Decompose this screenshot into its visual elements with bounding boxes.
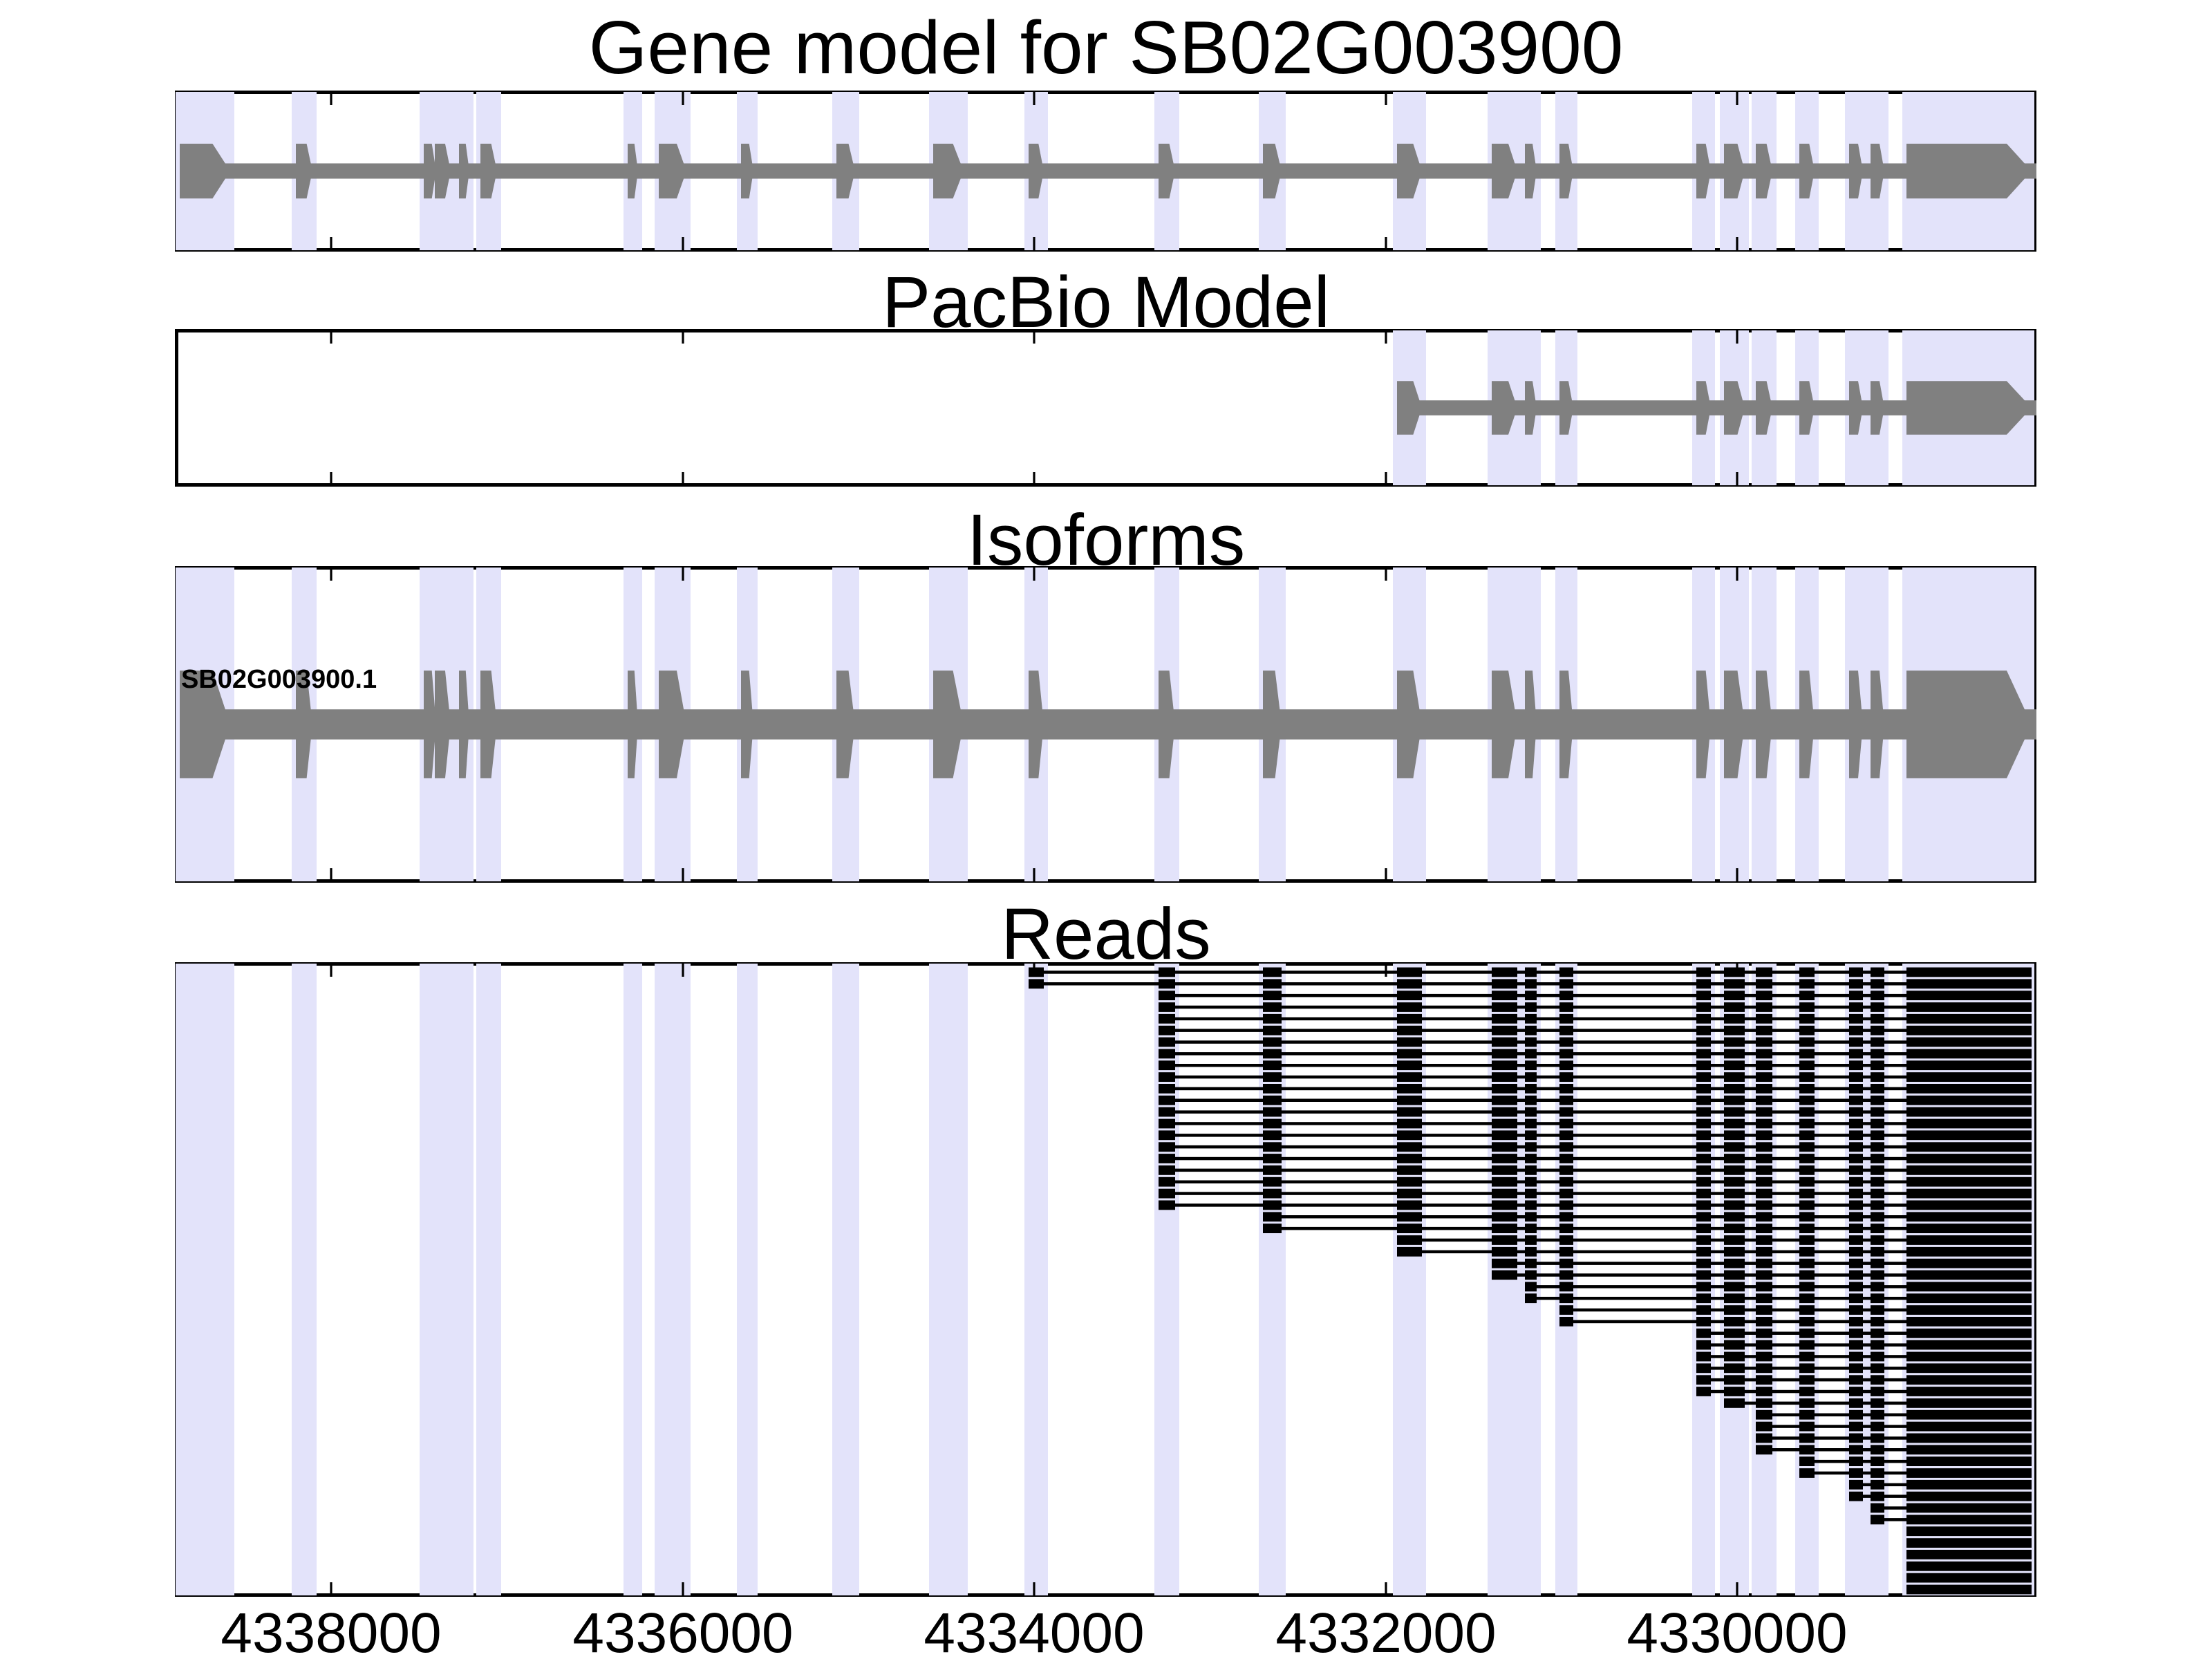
svg-text:SB02G003900.1: SB02G003900.1 [181,665,377,694]
svg-text:4338000: 4338000 [221,1602,441,1659]
svg-text:4332000: 4332000 [1275,1602,1496,1659]
svg-text:4330000: 4330000 [1627,1602,1847,1659]
svg-text:4334000: 4334000 [924,1602,1144,1659]
svg-text:4336000: 4336000 [572,1602,793,1659]
